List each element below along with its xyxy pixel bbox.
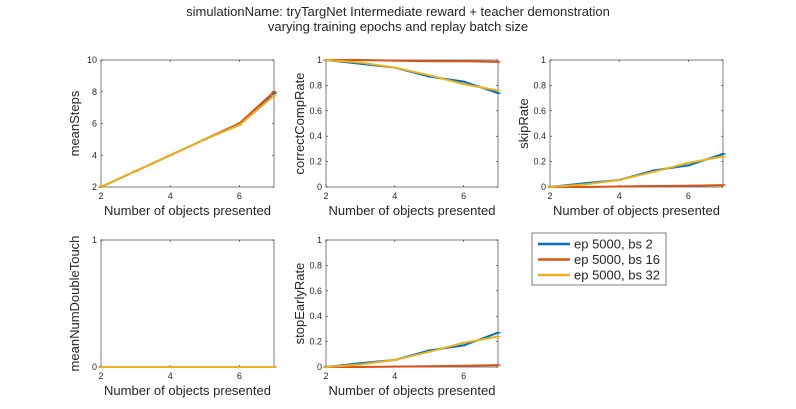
y-tick-label: 4 xyxy=(92,150,97,160)
y-tick-label: 0 xyxy=(317,182,322,192)
y-tick-label: 0.6 xyxy=(533,106,546,116)
series-line-1 xyxy=(325,331,499,368)
y-tick-label: 0.6 xyxy=(309,286,322,296)
y-tick-label: 0.4 xyxy=(309,131,322,141)
y-tick-label: 8 xyxy=(92,87,97,97)
axes-box xyxy=(100,59,275,188)
x-tick-label: 4 xyxy=(392,191,397,201)
x-tick-label: 6 xyxy=(686,191,691,201)
y-tick-label: 0 xyxy=(317,362,322,372)
x-tick-label: 2 xyxy=(323,191,328,201)
series-line-3 xyxy=(549,155,724,188)
x-axis-label: Number of objects presented xyxy=(553,203,720,218)
legend-entry-1: ep 5000, bs 2 xyxy=(538,237,653,252)
axes-box xyxy=(549,59,724,188)
x-tick-label: 4 xyxy=(168,371,173,381)
subplot-3: 2 4 6 0 0.2 0.4 0.6 0.8 1 Number of objects prese… xyxy=(516,55,726,218)
axes-box xyxy=(100,239,275,368)
y-tick-label: 1 xyxy=(541,55,546,65)
y-tick-label: 0.2 xyxy=(309,337,322,347)
x-tick-label: 4 xyxy=(392,371,397,381)
legend-label: ep 5000, bs 32 xyxy=(574,268,660,283)
x-tick-label: 2 xyxy=(547,191,552,201)
legend-label: ep 5000, bs 2 xyxy=(574,237,653,252)
y-tick-label: 1 xyxy=(317,55,322,65)
legend-entry-2: ep 5000, bs 16 xyxy=(538,252,660,267)
figure-title-line-1: simulationName: tryTargNet Intermediate … xyxy=(186,4,610,19)
subplot-2: 2 4 6 0 0.2 0.4 0.6 0.8 1 Number of objects prese… xyxy=(292,55,501,218)
y-tick-label: 1 xyxy=(317,235,322,245)
x-tick-label: 6 xyxy=(237,371,242,381)
x-tick-label: 6 xyxy=(461,191,466,201)
subplot-5: 2 4 6 0 0.2 0.4 0.6 0.8 1 Number of objects prese… xyxy=(292,235,501,398)
x-tick-label: 2 xyxy=(98,191,103,201)
series-line-1 xyxy=(325,59,499,94)
x-tick-label: 4 xyxy=(168,191,173,201)
subplot-4: 2 4 6 0 1 Number of objects presented meanNumD… xyxy=(67,235,277,398)
x-axis-label: Number of objects presented xyxy=(104,203,271,218)
y-tick-label: 0.8 xyxy=(309,80,322,90)
y-tick-label: 0.8 xyxy=(533,80,546,90)
y-tick-label: 0.4 xyxy=(533,131,546,141)
x-axis-label: Number of objects presented xyxy=(104,383,271,398)
y-tick-label: 0.2 xyxy=(533,157,546,167)
y-tick-label: 0.6 xyxy=(309,106,322,116)
series-line-3 xyxy=(325,335,499,368)
y-tick-label: 6 xyxy=(92,119,97,129)
y-tick-label: 0.8 xyxy=(309,260,322,270)
axes-box xyxy=(325,239,499,368)
y-tick-label: 0 xyxy=(92,362,97,372)
y-tick-label: 0.2 xyxy=(309,157,322,167)
series-line-2 xyxy=(100,91,275,188)
series-line-3 xyxy=(100,94,275,188)
x-axis-label: Number of objects presented xyxy=(329,383,496,398)
series-line-2 xyxy=(550,184,724,188)
series-line-2 xyxy=(326,364,499,368)
x-axis-label: Number of objects presented xyxy=(329,203,496,218)
y-axis-label: skipRate xyxy=(516,98,531,149)
legend-label: ep 5000, bs 16 xyxy=(574,252,660,267)
series-line-3 xyxy=(325,59,499,92)
x-tick-label: 2 xyxy=(98,371,103,381)
x-tick-label: 6 xyxy=(237,191,242,201)
y-tick-label: 2 xyxy=(92,182,97,192)
y-tick-label: 1 xyxy=(92,235,97,245)
x-tick-label: 2 xyxy=(323,371,328,381)
y-tick-label: 10 xyxy=(87,55,97,65)
y-tick-label: 0.4 xyxy=(309,311,322,321)
y-axis-label: meanNumDoubleTouch xyxy=(67,236,82,372)
legend-entry-3: ep 5000, bs 32 xyxy=(538,268,660,283)
series-line-2 xyxy=(326,59,499,63)
series-line-1 xyxy=(100,92,275,188)
y-axis-label: stopEarlyRate xyxy=(292,263,307,345)
series-line-1 xyxy=(549,153,724,188)
x-tick-label: 4 xyxy=(617,191,622,201)
subplot-1: 2 4 6 2 4 6 8 10 Number of objects presented mean… xyxy=(67,55,277,218)
y-axis-label: meanSteps xyxy=(67,90,82,156)
y-tick-label: 0 xyxy=(541,182,546,192)
x-tick-label: 6 xyxy=(461,371,466,381)
y-axis-label: correctCompRate xyxy=(292,73,307,175)
figure-title-line-2: varying training epochs and replay batch… xyxy=(268,19,528,34)
axes-box xyxy=(325,59,499,188)
